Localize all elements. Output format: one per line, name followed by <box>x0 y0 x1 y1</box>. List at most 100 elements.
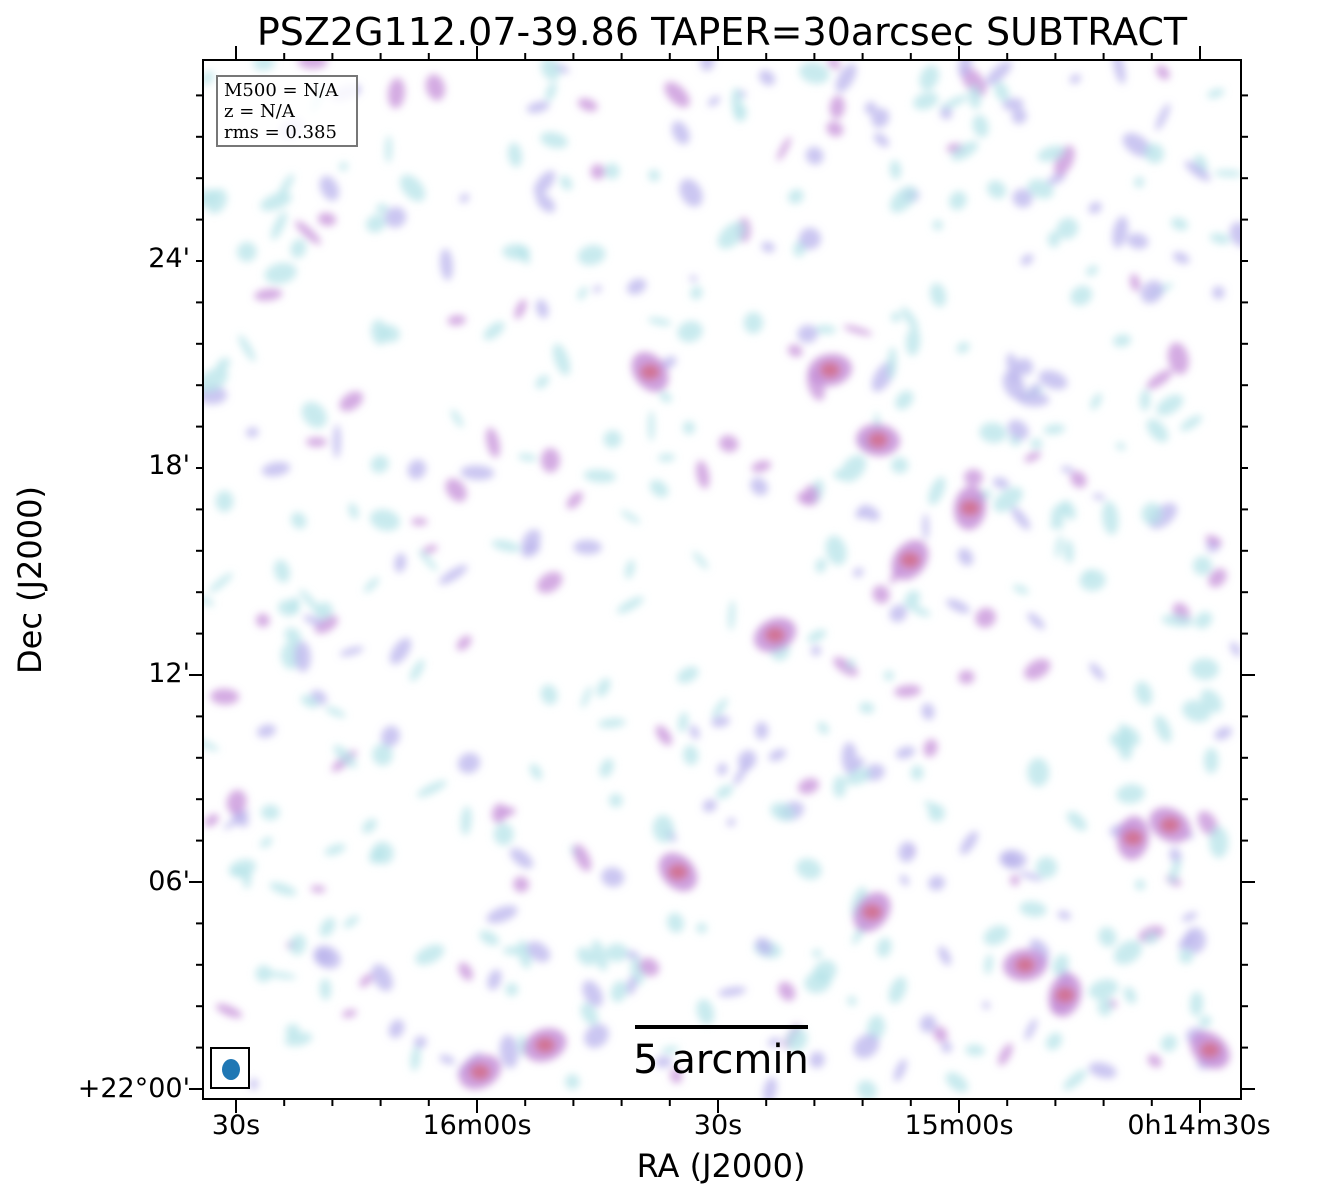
emission-blob <box>290 239 307 259</box>
emission-blob <box>1011 108 1027 124</box>
emission-blob <box>223 809 250 830</box>
emission-blob <box>799 62 830 84</box>
emission-blob <box>814 325 837 334</box>
emission-blob <box>928 875 946 891</box>
y-tick-label: 12' <box>148 658 190 689</box>
emission-blob <box>843 325 873 336</box>
emission-blob <box>862 904 882 920</box>
emission-blob <box>289 934 307 956</box>
emission-blob <box>418 549 438 572</box>
emission-blob <box>242 872 252 889</box>
emission-blob <box>932 219 943 231</box>
emission-blob <box>540 684 558 705</box>
emission-blob <box>1027 758 1050 787</box>
emission-blob <box>203 71 214 85</box>
emission-blob <box>1019 871 1043 881</box>
emission-blob <box>811 949 823 958</box>
emission-blob <box>900 552 920 568</box>
emission-blob <box>626 278 647 295</box>
emission-blob <box>226 789 247 815</box>
emission-blob <box>369 509 400 531</box>
emission-blob <box>763 1077 777 1099</box>
plot-frame <box>202 59 1242 1100</box>
emission-blob <box>535 1037 555 1053</box>
emission-blob <box>625 950 640 960</box>
emission-blob <box>1010 874 1020 886</box>
emission-blob <box>566 491 583 509</box>
emission-blob <box>505 982 519 997</box>
emission-blob <box>260 804 280 821</box>
emission-blob <box>829 95 845 119</box>
beam-ellipse <box>222 1059 240 1080</box>
emission-blob <box>1229 641 1241 657</box>
emission-blob <box>1139 389 1151 411</box>
emission-blob <box>919 1014 937 1033</box>
emission-blob <box>1002 371 1026 401</box>
emission-blob <box>655 725 673 746</box>
emission-blob <box>1208 568 1227 588</box>
emission-blob <box>904 590 921 609</box>
emission-blob <box>899 874 910 886</box>
emission-blob <box>717 763 728 776</box>
emission-blob <box>768 748 787 762</box>
emission-blob <box>728 600 736 631</box>
emission-blob <box>255 613 270 628</box>
emission-blob <box>664 81 690 108</box>
emission-blob <box>678 712 689 733</box>
emission-blob <box>1089 662 1105 681</box>
emission-blob <box>300 695 319 708</box>
beam-box <box>210 1047 250 1089</box>
emission-blob <box>389 637 412 665</box>
emission-blob <box>499 1034 519 1069</box>
emission-blob <box>254 288 283 301</box>
y-tick-label: 18' <box>148 450 190 481</box>
emission-blob <box>1161 614 1194 627</box>
x-tick-label: 15m00s <box>904 1110 1014 1141</box>
emission-blob <box>702 799 717 813</box>
y-tick-label: 06' <box>148 866 190 897</box>
emission-blob <box>1140 280 1164 304</box>
emission-blob <box>1200 689 1223 713</box>
emission-blob <box>871 108 890 128</box>
emission-blob <box>820 362 840 378</box>
emission-blob <box>372 743 393 766</box>
emission-blob <box>493 823 514 846</box>
emission-blob <box>1047 173 1066 185</box>
emission-blob <box>333 745 357 768</box>
emission-blob <box>961 66 987 97</box>
emission-blob <box>1156 394 1184 416</box>
emission-blob <box>923 738 938 758</box>
emission-blob <box>425 74 446 101</box>
emission-blob <box>1134 879 1146 891</box>
emission-blob <box>696 922 708 934</box>
emission-blob <box>596 678 611 697</box>
x-tick-label: 0h14m30s <box>1127 1110 1271 1141</box>
emission-blob <box>689 724 700 740</box>
emission-blob <box>1160 1034 1178 1052</box>
emission-blob <box>919 65 939 91</box>
emission-blob <box>599 758 614 778</box>
emission-blob <box>1030 438 1043 450</box>
emission-blob <box>894 684 922 698</box>
emission-blob <box>269 882 297 896</box>
emission-blob <box>255 965 272 983</box>
emission-blob <box>440 248 453 281</box>
emission-blob <box>958 60 972 77</box>
axis-ticks <box>189 46 1255 1113</box>
emission-blob <box>1147 1054 1162 1068</box>
emission-blob <box>1112 216 1129 248</box>
emission-blob <box>260 836 273 848</box>
emission-blob <box>387 77 405 109</box>
emission-blob <box>654 1056 673 1068</box>
emission-blob <box>422 544 438 554</box>
emission-blob <box>215 1003 243 1019</box>
emission-blob <box>1116 784 1145 804</box>
emission-blob <box>409 659 425 682</box>
emission-blob <box>1070 285 1093 306</box>
emission-blob <box>776 136 792 161</box>
emission-blob <box>1090 393 1102 410</box>
emission-blob <box>864 101 877 115</box>
emission-blob <box>364 577 380 593</box>
emission-blob <box>840 455 867 482</box>
emission-blob <box>868 432 888 448</box>
